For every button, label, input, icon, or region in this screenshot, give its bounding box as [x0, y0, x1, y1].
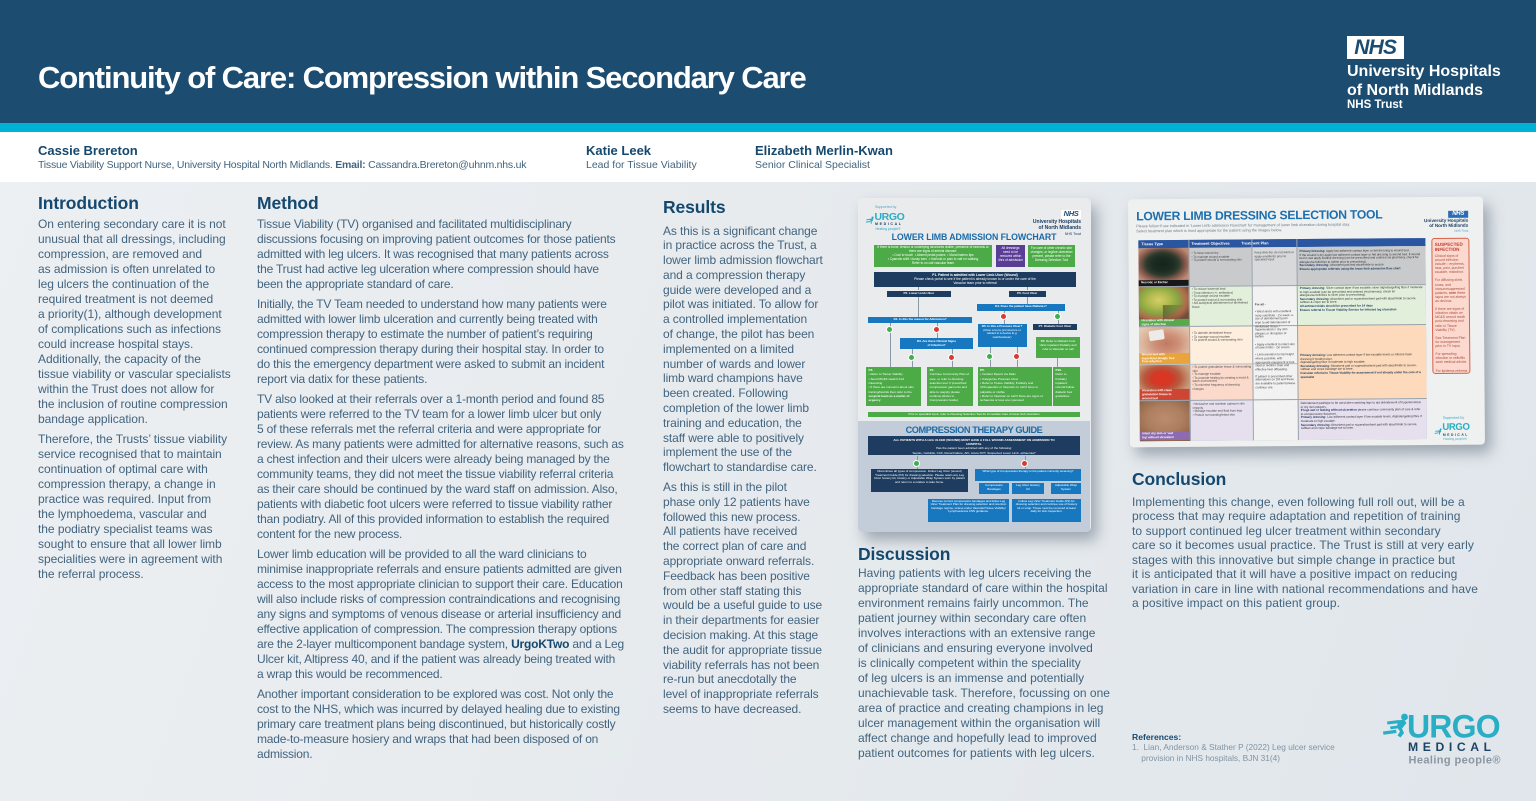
svg-text:Healing people®: Healing people® [1409, 755, 1501, 767]
svg-text:URGO: URGO [1407, 709, 1500, 745]
svg-text:MEDICAL: MEDICAL [1408, 740, 1496, 754]
